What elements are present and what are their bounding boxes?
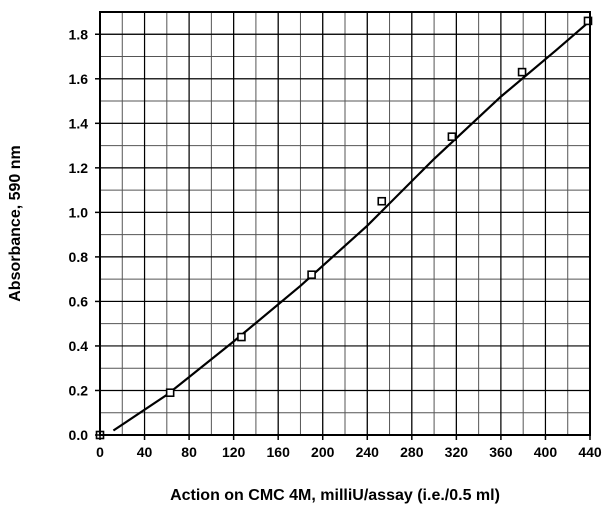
- y-tick-label: 1.8: [69, 26, 89, 42]
- y-tick-label: 1.4: [69, 115, 89, 131]
- y-axis-title: Absorbance, 590 nm: [7, 145, 24, 302]
- y-tick-label: 0.4: [69, 338, 89, 354]
- x-tick-label: 160: [267, 444, 291, 460]
- data-point: [447, 132, 457, 141]
- x-tick-label: 40: [137, 444, 153, 460]
- plot-frame: [99, 11, 591, 436]
- fit-curve-line: [112, 20, 591, 432]
- data-point: [377, 196, 387, 206]
- x-tick-label: 440: [578, 444, 602, 460]
- x-tick-label: 240: [356, 444, 380, 460]
- data-points: [95, 16, 593, 440]
- x-tick-label: 280: [400, 444, 424, 460]
- x-axis-ticks: 0 40 80 120 160 200 240 280 320 360 400 440: [96, 435, 602, 460]
- x-tick-label: 80: [181, 444, 197, 460]
- x-tick-label: 360: [489, 444, 513, 460]
- data-point: [307, 270, 316, 280]
- y-tick-label: 0.2: [69, 382, 89, 398]
- x-tick-label: 200: [311, 444, 335, 460]
- x-tick-label: 120: [222, 444, 246, 460]
- data-point: [517, 67, 527, 77]
- y-axis-ticks: 0.0 0.2 0.4 0.6 0.8 1.0 1.2 1.4 1.6 1.8: [69, 26, 100, 443]
- x-tick-label: 400: [534, 444, 558, 460]
- data-point: [583, 16, 593, 26]
- data-point: [165, 388, 175, 398]
- x-tick-label: 320: [445, 444, 469, 460]
- y-tick-label: 1.0: [69, 204, 89, 220]
- major-grid: [99, 12, 591, 436]
- y-tick-label: 0.0: [69, 427, 89, 443]
- y-tick-label: 0.8: [69, 249, 89, 265]
- y-tick-label: 0.6: [69, 293, 89, 309]
- data-point: [237, 332, 246, 342]
- x-axis-title: Action on CMC 4M, milliU/assay (i.e./0.5…: [170, 487, 500, 504]
- fit-curve-layer: [112, 20, 591, 432]
- y-tick-label: 1.2: [69, 160, 89, 176]
- minor-grid: [99, 11, 591, 436]
- y-tick-label: 1.6: [69, 71, 89, 87]
- x-tick-label: 0: [96, 444, 104, 460]
